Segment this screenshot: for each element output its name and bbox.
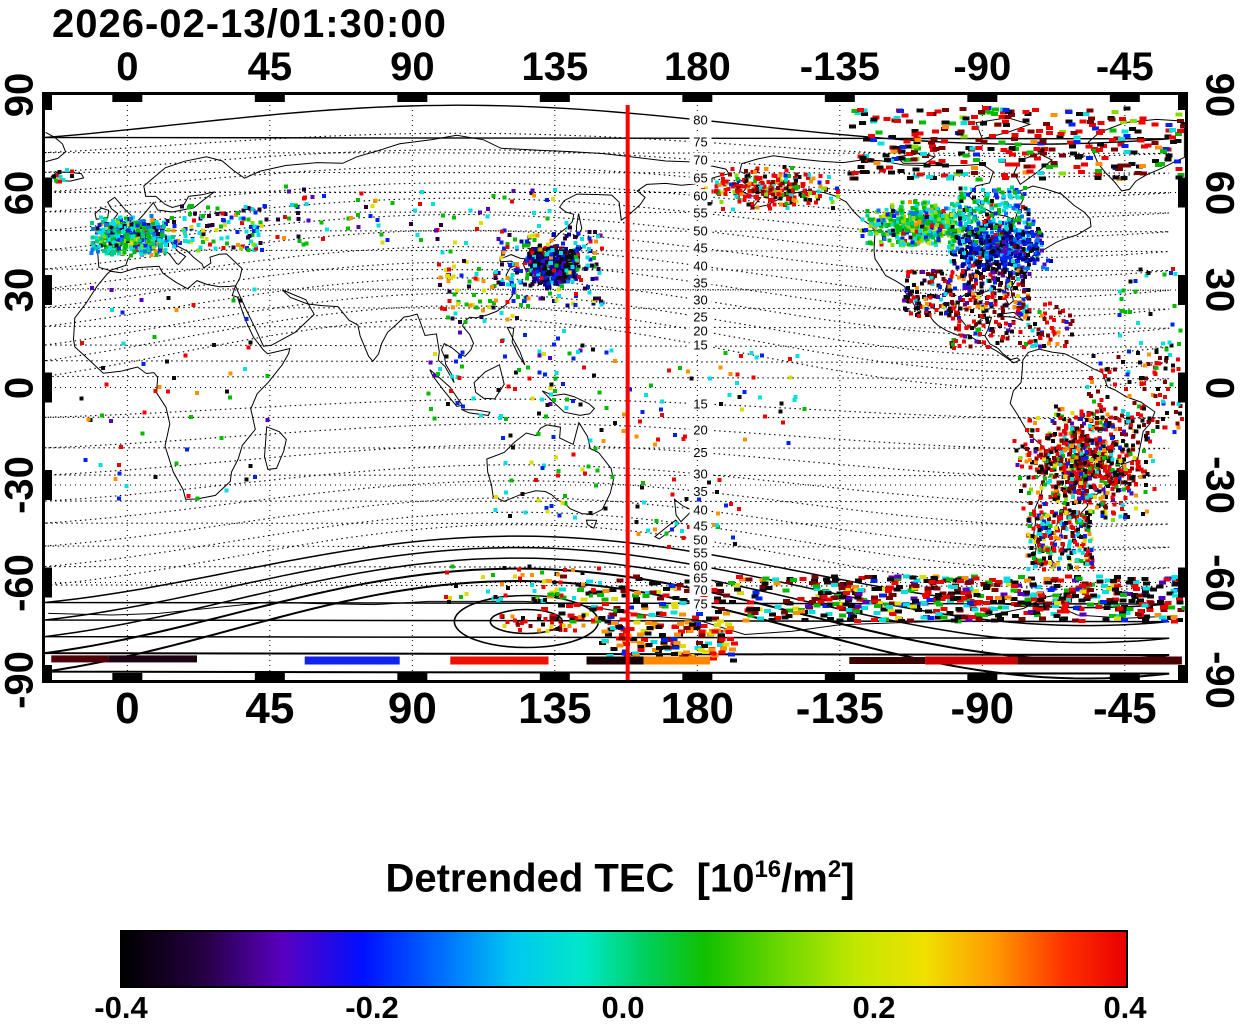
colorbar-tick-label: -0.4 (94, 990, 148, 1024)
y-tick-label: 0 (0, 376, 42, 399)
x-tick-label: -135 (799, 45, 880, 89)
colorbar-title-prefix: Detrended TEC [10 (385, 856, 755, 901)
x-tick-label: 45 (247, 45, 293, 89)
x-tick-label: 135 (518, 684, 592, 733)
y-tick-label: 30 (1197, 267, 1240, 313)
y-tick-label: 60 (1197, 170, 1240, 215)
x-tick-label: 0 (116, 45, 139, 89)
timestamp-title: 2026-02-13/01:30:00 (52, 2, 447, 46)
colorbar-title-mid: /m (781, 856, 828, 901)
colorbar-title-suffix: ] (841, 856, 855, 901)
x-tick-label: -90 (953, 45, 1012, 89)
colorbar-title-exponent2: 2 (827, 856, 842, 883)
y-tick-label: 60 (0, 170, 42, 215)
x-tick-label: -45 (1093, 684, 1157, 733)
colorbar (120, 930, 1128, 988)
y-tick-label: 90 (1197, 72, 1240, 118)
x-tick-label: 180 (660, 684, 735, 733)
x-tick-label: 90 (387, 684, 437, 733)
x-tick-label: -90 (950, 684, 1015, 733)
x-tick-label: -135 (795, 684, 884, 733)
colorbar-tick-label: -0.2 (345, 990, 399, 1024)
x-tick-label: 90 (390, 45, 435, 89)
x-tick-label: 0 (115, 684, 140, 733)
x-axis-bottom: 0 45 90 135 180 -135 -90 -45 (0, 684, 1240, 736)
colorbar-title-exponent: 16 (754, 856, 782, 883)
y-tick-label: -60 (0, 553, 42, 612)
colorbar-tick-label: 0.4 (1103, 990, 1147, 1024)
map-plot: 80 75 70 65 60 55 50 45 40 35 30 25 20 15 15 20 25 30 35 40… (42, 92, 1188, 683)
x-tick-label: 45 (245, 684, 295, 733)
y-tick-label: -30 (0, 456, 42, 514)
map-canvas: 8075706560555045403530252015152025303540… (45, 95, 1185, 680)
colorbar-tick-label: 0.2 (852, 990, 896, 1024)
y-tick-label: -60 (1197, 553, 1240, 612)
x-tick-label: -45 (1095, 45, 1154, 89)
colorbar-title: Detrended TEC [1016/m2] (0, 856, 1240, 901)
y-tick-label: -30 (1197, 456, 1240, 514)
x-axis-top: 0 45 90 135 180 -135 -90 -45 (0, 45, 1240, 90)
x-tick-label: 180 (663, 45, 731, 89)
y-tick-label: 0 (1197, 376, 1240, 399)
colorbar-tick-label: 0.0 (601, 990, 645, 1024)
y-tick-label: 30 (0, 267, 42, 313)
y-tick-label: 90 (0, 72, 42, 118)
x-tick-label: 135 (521, 45, 589, 89)
